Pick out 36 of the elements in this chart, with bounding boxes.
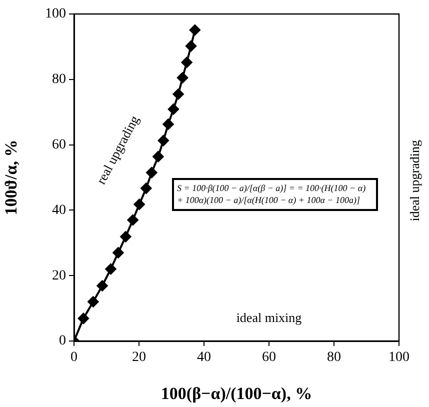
point	[168, 104, 179, 115]
x-tick-label: 0	[70, 350, 78, 366]
point	[162, 118, 174, 130]
point	[177, 72, 188, 84]
point	[78, 312, 89, 324]
point	[120, 231, 132, 242]
x-tick-label: 40	[197, 350, 211, 366]
point	[88, 296, 99, 308]
point	[127, 214, 138, 226]
x-tick-label: 20	[132, 350, 146, 366]
x-tick-label: 60	[262, 350, 276, 366]
y-tick-label: 0	[59, 334, 66, 349]
point	[112, 247, 124, 258]
text: ideal upgrading	[407, 140, 423, 222]
y-axis-title: 100ϑ/α, %	[2, 140, 21, 216]
y-tick-label: 100	[45, 6, 66, 22]
x-tick-label: 100	[388, 350, 410, 366]
point	[186, 40, 196, 52]
point	[140, 182, 152, 194]
point	[172, 88, 184, 100]
x-axis-title: 100(β−α)/(100−α), %	[160, 384, 312, 404]
point	[134, 198, 145, 210]
point	[105, 264, 116, 275]
point	[181, 56, 192, 68]
y-tick-label: 60	[52, 137, 66, 152]
point	[152, 151, 164, 162]
annotation: ideal mixing	[236, 310, 302, 326]
annotation: S = 100·β(100 − a)/[α(β − a)] = = 100·(H(100 − α) + 100α)(100 − a)/[α(H(100 − α) + 100α − 100a)]	[172, 178, 378, 212]
y-tick-label: 40	[52, 202, 66, 218]
point	[96, 280, 108, 292]
point	[189, 24, 200, 36]
point	[146, 167, 158, 178]
y-tick-label: 80	[52, 72, 66, 88]
y-tick-label: 20	[52, 268, 66, 284]
point	[158, 135, 169, 146]
x-tick-label: 80	[327, 350, 341, 366]
